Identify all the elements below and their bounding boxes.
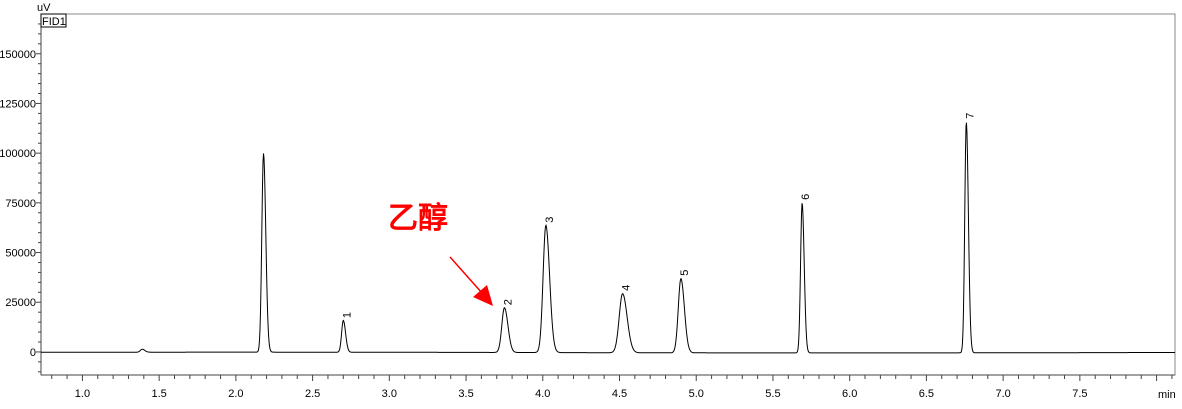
y-tick-label: 100000: [0, 148, 36, 160]
peak-label-7: 7: [964, 113, 976, 119]
peak-label-3: 3: [544, 217, 556, 223]
plot-frame: [40, 13, 1176, 376]
channel-label: FID1: [42, 16, 66, 28]
x-tick-label: 1.0: [75, 388, 90, 400]
peak-label-4: 4: [621, 285, 633, 291]
y-tick-label: 0: [30, 347, 36, 359]
y-axis-unit: uV: [37, 2, 51, 14]
channel-label-box: [40, 13, 67, 28]
y-tick-label: 150000: [0, 49, 36, 61]
x-tick-label: 3.5: [458, 388, 473, 400]
peak-label-6: 6: [800, 194, 812, 200]
peak-label-1: 1: [341, 312, 353, 318]
x-tick-label: 5.5: [765, 388, 780, 400]
x-tick-label: 1.5: [152, 388, 167, 400]
annotation-label: 乙醇: [388, 202, 448, 235]
arrow-shaft: [449, 256, 483, 294]
x-tick-label: 7.0: [995, 388, 1010, 400]
arrow-head: [473, 285, 493, 306]
annotation-arrow: [449, 256, 493, 306]
x-tick-label: 2.5: [305, 388, 320, 400]
x-tick-label: 6.5: [919, 388, 934, 400]
x-tick-label: 2.0: [228, 388, 243, 400]
x-axis-unit: min: [1158, 389, 1176, 401]
y-tick-label: 75000: [5, 198, 36, 210]
chromatogram-trace: [41, 122, 1175, 354]
x-tick-label: 4.0: [535, 388, 550, 400]
x-tick-label: 6.0: [842, 388, 857, 400]
y-tick-label: 125000: [0, 98, 36, 110]
x-tick-label: 4.5: [612, 388, 627, 400]
peak-label-5: 5: [679, 270, 691, 276]
peak-label-2: 2: [502, 299, 514, 305]
x-tick-label: 7.5: [1072, 388, 1087, 400]
y-tick-label: 25000: [5, 297, 36, 309]
x-tick-label: 3.0: [382, 388, 397, 400]
y-tick-label: 50000: [5, 248, 36, 260]
x-tick-label: 5.0: [689, 388, 704, 400]
